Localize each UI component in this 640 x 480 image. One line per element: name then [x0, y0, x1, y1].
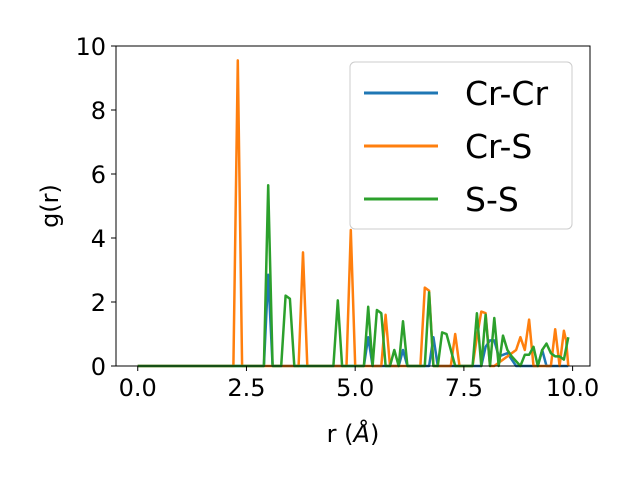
y-tick-label: 10 — [75, 33, 106, 61]
plot-frame — [115, 45, 591, 367]
x-tick-label: 10.0 — [546, 374, 599, 402]
y-axis-label: g(r) — [36, 184, 64, 228]
legend-box — [349, 61, 573, 230]
y-tick-label: 0 — [91, 353, 106, 381]
y-tick-label: 2 — [91, 289, 106, 317]
legend: Cr-Cr Cr-S S-S — [349, 61, 573, 230]
y-tick-label: 8 — [91, 97, 106, 125]
x-tick-label: 0.0 — [119, 374, 157, 402]
y-tick-label: 4 — [91, 225, 106, 253]
x-tick-label: 2.5 — [227, 374, 265, 402]
x-axis: 0.0 2.5 5.0 7.5 10.0 — [119, 366, 599, 402]
y-axis: 0 2 4 6 8 10 — [75, 33, 116, 381]
legend-label-cr-cr: Cr-Cr — [465, 74, 548, 113]
x-tick-label: 7.5 — [445, 374, 483, 402]
x-tick-label: 5.0 — [336, 374, 374, 402]
x-axis-label: r (Å) — [327, 419, 380, 448]
y-tick-label: 6 — [91, 161, 106, 189]
legend-label-cr-s: Cr-S — [465, 127, 532, 166]
legend-label-s-s: S-S — [465, 180, 519, 219]
